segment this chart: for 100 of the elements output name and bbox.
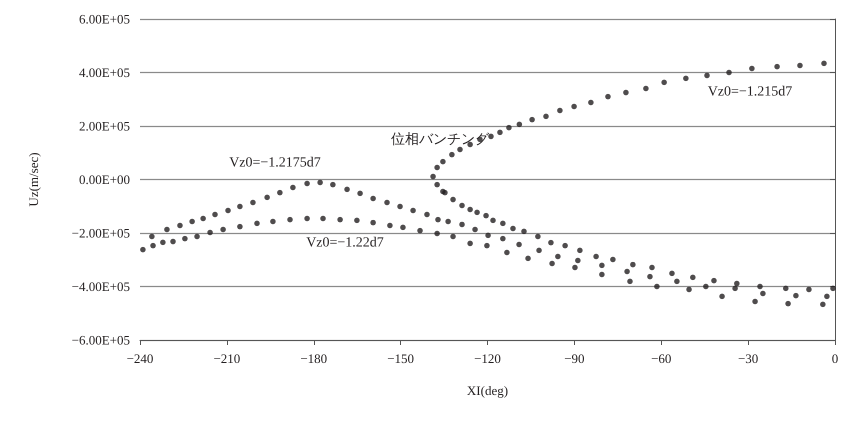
point [760,290,766,296]
point [548,240,554,246]
point [450,234,456,240]
point [449,152,455,158]
point [170,238,176,244]
point [330,182,336,188]
point [490,218,496,224]
point [384,200,390,206]
y-axis-title: Uz(m/sec) [26,152,41,207]
point [797,62,803,68]
point [521,228,527,234]
point [317,180,323,186]
x-axis-title: XI(deg) [466,383,508,398]
point [627,278,633,284]
point [536,248,542,254]
point [357,190,363,196]
point [647,274,653,280]
point [177,222,183,228]
point [459,202,465,208]
point [623,90,629,96]
point [504,250,510,256]
point [370,220,376,226]
point [669,270,675,276]
point [237,204,243,210]
point [605,94,611,100]
point [182,236,188,242]
point [562,242,568,248]
point [599,262,605,268]
point [711,278,717,284]
y-tick-label: 6.00E+05 [78,12,130,26]
point [830,286,836,292]
point [555,254,561,260]
x-tick-label: −60 [651,351,672,366]
point [287,216,293,222]
point [424,212,430,218]
point [484,242,490,248]
point [434,182,440,188]
x-tick-label: −180 [300,351,328,366]
point [497,130,503,136]
x-tick-label: −90 [564,351,585,366]
point [212,212,218,218]
y-tick-label: 0.00E+00 [78,172,130,187]
point [820,302,826,308]
point [516,242,522,248]
point [674,278,680,284]
point [726,70,732,76]
point [654,284,660,290]
point [400,224,406,230]
point [434,164,440,170]
point [387,222,393,228]
point [397,204,403,210]
point [535,234,541,240]
point [785,300,791,306]
point [749,66,755,72]
point [264,194,270,200]
point [450,196,456,202]
point [732,286,738,292]
point [683,76,689,82]
point [370,196,376,202]
point [354,218,360,224]
x-tick-label: 0 [832,351,838,366]
point [417,228,423,234]
point [304,216,310,222]
point [320,216,326,222]
point [516,122,522,128]
point [304,180,310,186]
y-tick-label: −4.00E+05 [72,279,130,294]
x-tick-label: −240 [126,351,154,366]
point [774,64,780,70]
point [344,186,350,192]
annotation: Vz0=−1.22d7 [306,236,384,250]
point [337,216,343,222]
point [189,218,195,224]
point [160,240,166,246]
point [150,242,156,248]
point [467,240,473,246]
point [686,286,692,292]
point [474,210,480,216]
point [719,294,725,300]
point [434,230,440,236]
x-tick-label: −210 [213,351,240,366]
point [500,236,506,242]
point [704,72,710,78]
point [220,226,226,232]
point [557,108,563,114]
point [430,174,436,180]
x-tick-label: −120 [474,351,501,366]
point [806,286,812,292]
point [194,234,200,240]
point [459,222,465,228]
point [824,294,830,300]
point [250,200,256,206]
point [467,206,473,212]
point [630,262,636,268]
point [506,124,512,130]
point [500,220,506,226]
point [200,216,206,222]
point [757,284,763,290]
point [599,272,605,278]
annotation: 位相バンチング [391,132,490,148]
